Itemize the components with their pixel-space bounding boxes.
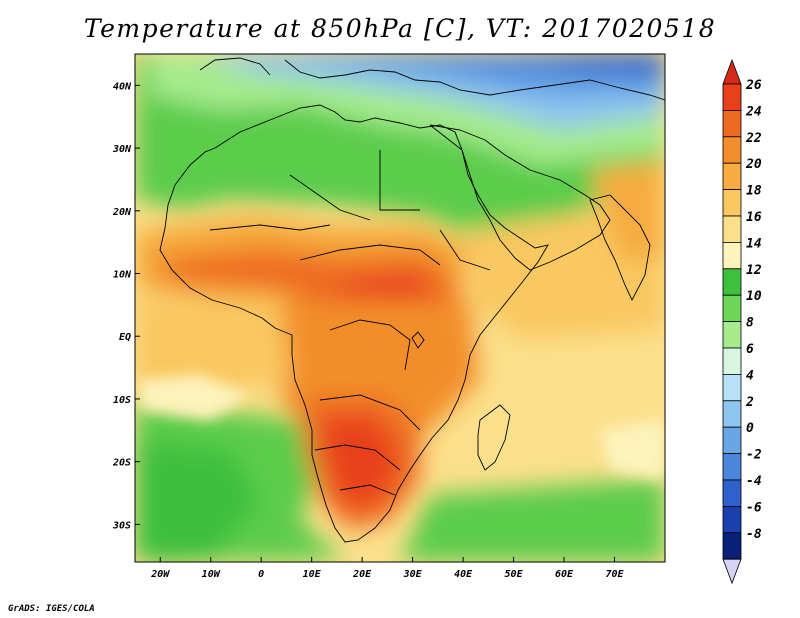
lat-tick-label: 30N <box>112 144 132 155</box>
colorbar-level-label: 2 <box>745 395 754 410</box>
colorbar-level-label: 26 <box>745 78 762 93</box>
colorbar-swatch <box>722 189 742 217</box>
lat-tick-label: 10N <box>113 270 132 281</box>
colorbar-swatch <box>722 294 742 323</box>
chart-title: Temperature at 850hPa [C], VT: 201702051… <box>83 14 717 43</box>
colorbar-swatch <box>722 347 742 375</box>
colorbar-swatch <box>722 268 742 296</box>
longitude-axis: 20W 10W 0 10E 20E 30E 40E 50E 60E 70E <box>150 557 625 580</box>
colorbar-level-label: 14 <box>746 236 762 251</box>
colorbar-swatch <box>722 505 742 534</box>
lat-tick-label: 10S <box>113 395 131 406</box>
lon-tick-label: 20E <box>352 569 372 580</box>
lon-tick-label: 70E <box>605 569 624 580</box>
colorbar-swatch <box>722 83 742 111</box>
colorbar-swatch <box>722 373 742 402</box>
colorbar-bottom-arrow <box>722 558 742 585</box>
colorbar-swatch <box>722 136 742 164</box>
colorbar-level-label: -4 <box>746 474 762 489</box>
colorbar-level-label: 22 <box>745 131 762 146</box>
lat-tick-label: 20N <box>112 207 132 218</box>
temperature-field <box>135 54 665 562</box>
colorbar-level-label: 18 <box>746 184 762 199</box>
colorbar-level-label: 20 <box>745 157 762 172</box>
lon-tick-label: 30E <box>403 569 423 580</box>
colorbar-level-label: 10 <box>746 289 762 304</box>
lon-tick-label: 60E <box>555 569 574 580</box>
colorbar-level-label: 24 <box>745 104 762 119</box>
latitude-axis: 40N 30N 20N 10N EQ 10S 20S 30S <box>112 81 140 531</box>
colorbar-swatch <box>722 426 742 455</box>
colorbar-swatch <box>722 162 742 190</box>
colorbar-swatch <box>722 479 742 507</box>
lon-tick-label: 10W <box>202 569 221 580</box>
plot-frame <box>134 53 666 563</box>
grads-credit: GrADS: IGES/COLA <box>8 604 95 614</box>
lon-tick-label: 20W <box>150 569 170 580</box>
colorbar-swatch <box>722 453 742 481</box>
colorbar-level-label: 12 <box>746 263 762 278</box>
colorbar-level-label: 16 <box>746 210 762 225</box>
lat-tick-label: 20S <box>112 458 131 469</box>
lon-tick-label: 50E <box>505 569 524 580</box>
coastlines <box>159 57 665 543</box>
colorbar-level-label: -2 <box>746 448 762 463</box>
colorbar-swatch <box>722 110 742 138</box>
lat-tick-label: 30S <box>112 520 131 531</box>
colorbar-level-label: 6 <box>746 342 754 357</box>
lon-tick-label: 0 <box>258 569 264 580</box>
colorbar-level-label: 4 <box>746 368 754 383</box>
colorbar-level-label: 8 <box>746 316 754 331</box>
colorbar-level-label: -8 <box>746 527 762 542</box>
lat-tick-label: 40N <box>113 81 132 92</box>
colorbar-swatch <box>722 532 742 560</box>
colorbar-swatch <box>722 321 742 349</box>
lat-tick-label: EQ <box>119 332 131 343</box>
lon-tick-label: 10E <box>303 569 322 580</box>
colorbar-level-label: 0 <box>746 421 754 436</box>
colorbar-swatch <box>722 241 742 270</box>
colorbar-level-label: -6 <box>746 500 762 515</box>
colorbar-swatch <box>722 400 742 428</box>
lon-tick-label: 40E <box>454 569 473 580</box>
colorbar-top-arrow <box>722 58 742 85</box>
colorbar-swatch <box>722 215 742 243</box>
